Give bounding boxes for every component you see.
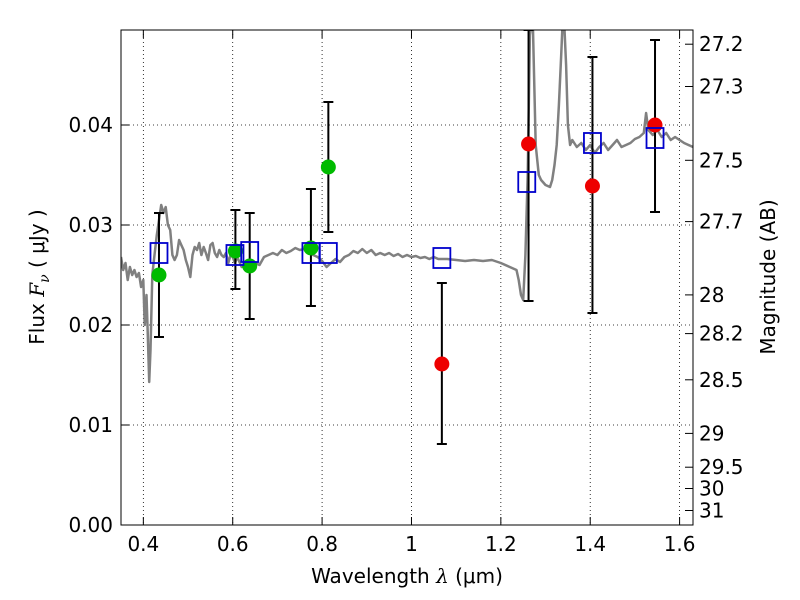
right-tick-label: 27.3 (699, 75, 744, 99)
red-point (521, 136, 537, 152)
right-tick-label: 28.5 (699, 368, 744, 392)
right-tick-label: 27.7 (699, 210, 744, 234)
x-tick-label: 0.8 (306, 532, 338, 556)
right-tick-label: 27.5 (699, 148, 744, 172)
error-bars (153, 30, 661, 445)
model-box (583, 132, 602, 154)
green-point (242, 258, 258, 274)
axis-ticks: 0.4 0.6 0.8 1 1.2 1.4 1.6 0.00 0.01 0.02 0.03 0.04 2… (68, 30, 744, 556)
model-box (240, 241, 260, 263)
model-box (149, 242, 169, 264)
right-tick-label: 29.5 (699, 455, 744, 479)
x-tick-label: 1.2 (485, 532, 517, 556)
red-point (647, 117, 663, 133)
x-tick-label: 1.4 (574, 532, 606, 556)
red-point (434, 356, 450, 372)
model-box (517, 171, 537, 193)
green-point (320, 159, 336, 175)
plot-frame (120, 29, 694, 526)
x-tick-label: 0.4 (127, 532, 159, 556)
green-point (151, 267, 167, 283)
y-tick-label: 0.02 (68, 313, 113, 337)
x-tick-label: 0.6 (217, 532, 249, 556)
y-tick-label: 0.03 (68, 213, 113, 237)
model-box (225, 244, 245, 266)
x-tick-label: 1.6 (664, 532, 696, 556)
right-tick-label: 29 (699, 421, 724, 445)
green-point (303, 240, 319, 256)
model-photometry-boxes (149, 127, 665, 269)
model-box (318, 242, 338, 264)
y-tick-label: 0.04 (68, 113, 113, 137)
model-box (432, 247, 452, 269)
sed-model-line (121, 30, 693, 384)
y-tick-label: 0.01 (68, 413, 113, 437)
x-tick-label: 1 (405, 532, 418, 556)
x-axis-label: Wavelength λ (μm) (311, 564, 503, 588)
red-measurement-points (434, 117, 663, 372)
y-tick-label: 0.00 (68, 513, 113, 537)
grid (121, 30, 693, 525)
model-box (645, 127, 665, 149)
right-tick-label: 30 (699, 477, 724, 501)
right-axis-label: Magnitude (AB) (756, 199, 780, 354)
right-tick-label: 28 (699, 283, 724, 307)
red-point (584, 178, 600, 194)
right-tick-label: 31 (699, 499, 724, 523)
right-tick-label: 28.2 (699, 322, 744, 346)
y-axis-label: Flux Fν ( μJy ) (25, 209, 53, 344)
right-tick-label: 27.2 (699, 32, 744, 56)
green-point (227, 243, 243, 259)
